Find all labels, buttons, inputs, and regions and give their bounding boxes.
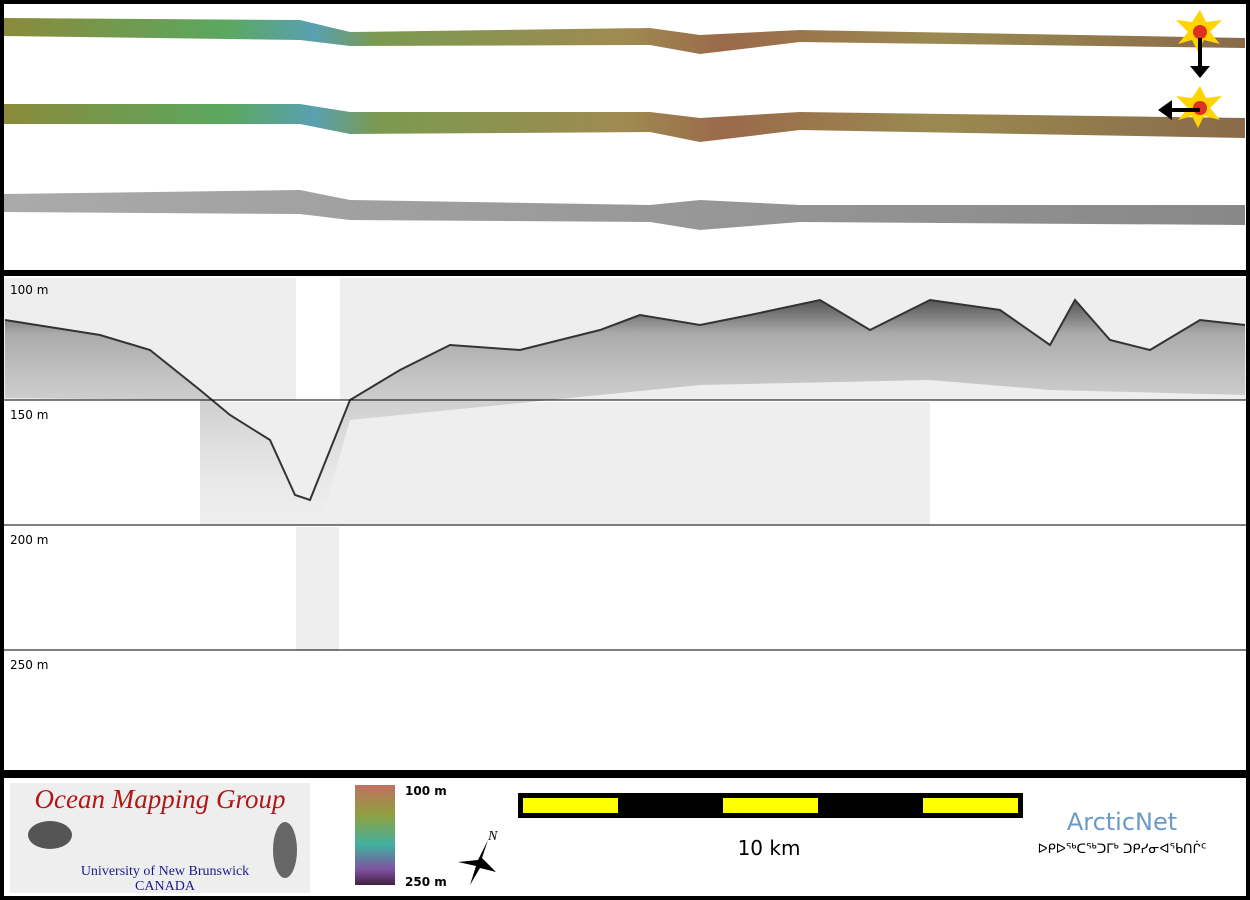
depth-label: 100 m bbox=[10, 283, 48, 297]
scale-segment bbox=[723, 798, 818, 813]
scale-segment bbox=[923, 798, 1018, 813]
logo-country: CANADA bbox=[135, 879, 196, 894]
arrow bbox=[1190, 66, 1210, 78]
north-label: N bbox=[487, 829, 498, 844]
subbottom-profile bbox=[5, 300, 1245, 525]
bathymetry-strip bbox=[4, 104, 1245, 142]
logo-graphic bbox=[28, 821, 72, 849]
arcticnet-subtitle: ᐅᑭᐅᖅᑕᖅᑐᒥᒃ ᑐᑭᓯᓂᐊᖃᑎᒌᑦ bbox=[1038, 840, 1207, 857]
logo-graphic bbox=[273, 822, 297, 878]
map-panel bbox=[4, 4, 1246, 270]
scale-segment bbox=[523, 798, 618, 813]
colorbar-label: 250 m bbox=[405, 875, 447, 889]
depth-label: 200 m bbox=[10, 533, 48, 547]
scale-label: 10 km bbox=[738, 836, 801, 860]
north-arrow bbox=[458, 840, 496, 885]
data-extent bbox=[296, 527, 339, 651]
seabed-line bbox=[4, 298, 1246, 502]
bathymetry-strip bbox=[4, 18, 1245, 54]
arcticnet-title: ArcticNet bbox=[1067, 808, 1177, 836]
arrow bbox=[1158, 100, 1172, 120]
backscatter-strip bbox=[4, 190, 1245, 230]
colorbar bbox=[355, 785, 395, 885]
colorbar-label: 100 m bbox=[405, 784, 447, 798]
depth-label: 250 m bbox=[10, 658, 48, 672]
depth-label: 150 m bbox=[10, 408, 48, 422]
logo-title: Ocean Mapping Group bbox=[35, 784, 286, 814]
logo-university: University of New Brunswick bbox=[81, 864, 249, 879]
sun-icon bbox=[1193, 25, 1207, 39]
